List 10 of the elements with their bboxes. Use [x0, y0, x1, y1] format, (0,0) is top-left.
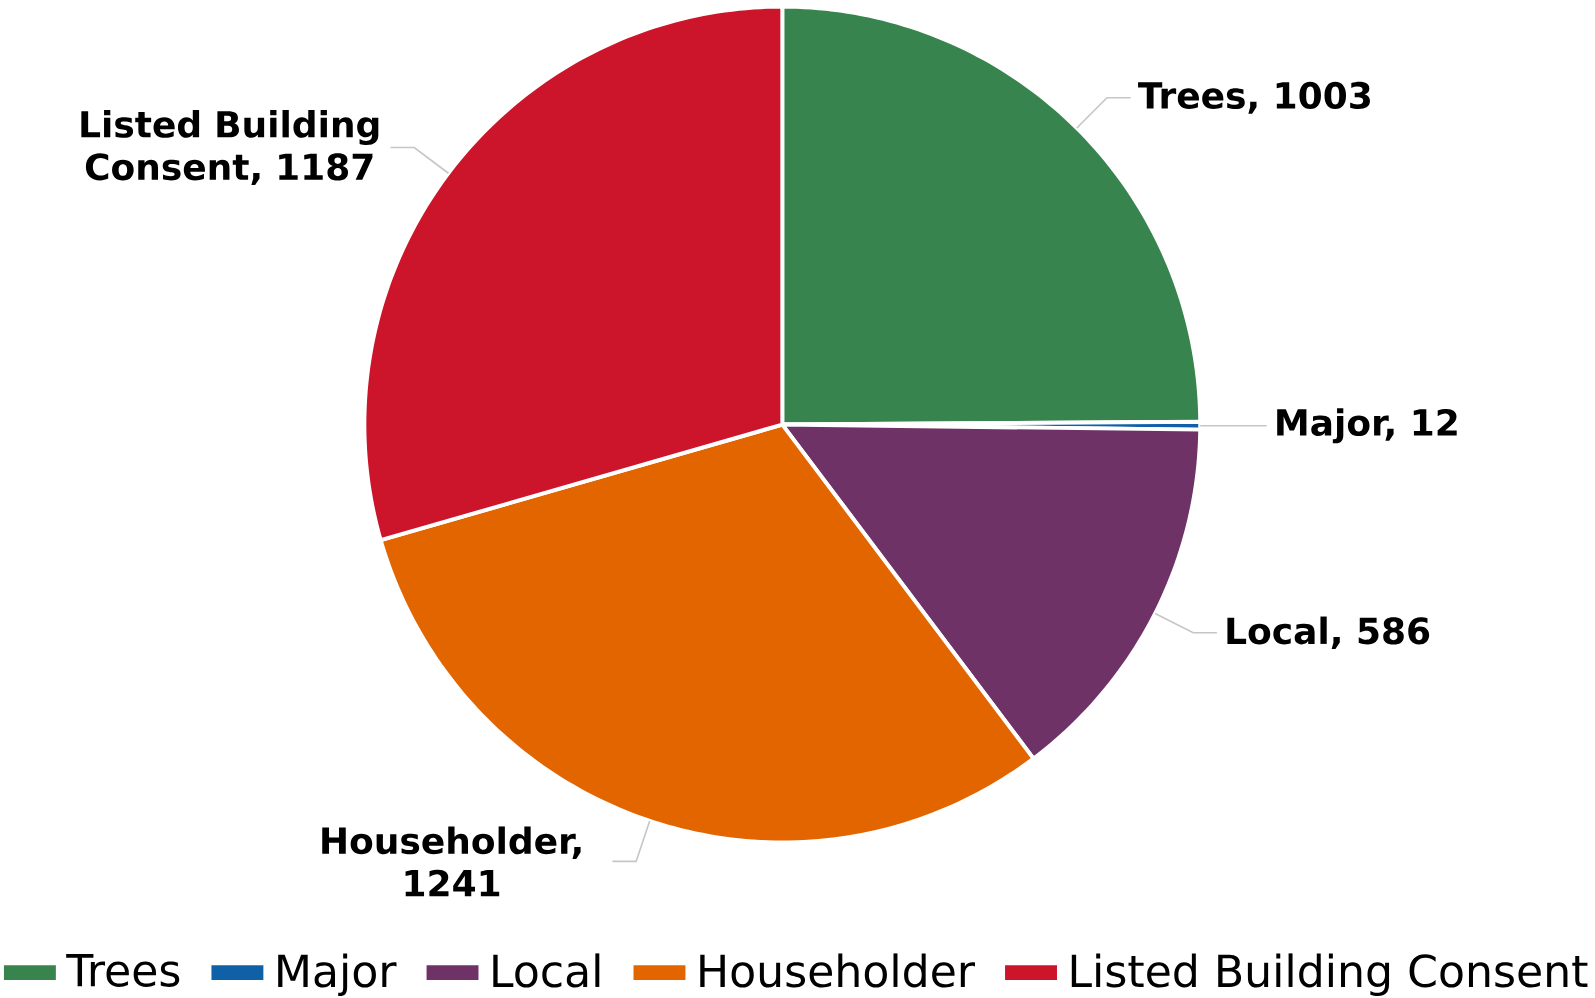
legend-label: Local — [493, 953, 600, 988]
legend-label: Major — [278, 953, 397, 996]
data-label: Listed Building Consent, 1187 — [81, 109, 379, 185]
data-label: Householder, 1241 — [322, 826, 581, 897]
data-label: Major, 12 — [1277, 408, 1457, 444]
data-label: Local, 586 — [1227, 616, 1430, 649]
legend-label: Listed Building Consent — [1071, 953, 1588, 996]
legend-label: Householder — [700, 953, 975, 988]
data-label: Trees, 1003 — [1138, 81, 1370, 114]
legend-label: Trees — [66, 953, 180, 987]
